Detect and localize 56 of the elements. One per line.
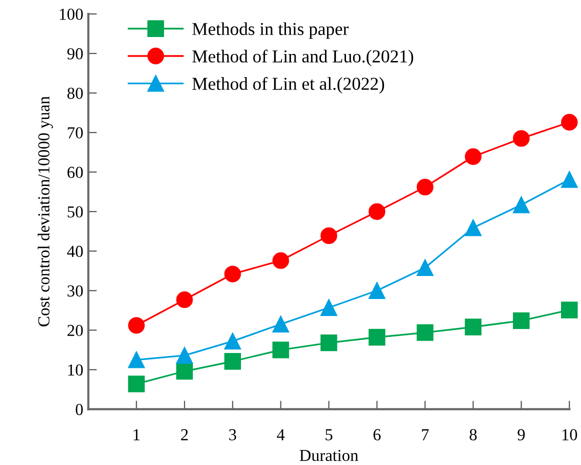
point — [128, 376, 145, 392]
y-tick-label: 20 — [68, 324, 83, 336]
y-tick-label: 80 — [67, 88, 83, 99]
point — [416, 259, 434, 276]
point — [368, 203, 386, 220]
y-tick-label: 70 — [68, 127, 83, 138]
point — [224, 332, 241, 350]
x-tick-label: 8 — [470, 429, 477, 440]
y-tick-label: 50 — [68, 206, 83, 218]
y-tick-label: 30 — [68, 285, 83, 297]
point — [512, 312, 530, 329]
point — [272, 342, 290, 358]
point — [368, 328, 386, 346]
x-tick-label: 5 — [326, 429, 332, 440]
point — [128, 351, 145, 368]
point — [272, 252, 290, 269]
x-tick-label: 3 — [229, 429, 236, 440]
x-tick-label: 2 — [181, 429, 188, 440]
x-axis-title: Duration — [300, 450, 358, 462]
point — [416, 324, 434, 341]
point — [176, 347, 193, 364]
point — [224, 266, 241, 282]
legend-label: Method of Lin et al.(2022) — [192, 77, 384, 94]
x-tick-label: 7 — [422, 429, 429, 440]
point — [561, 114, 578, 131]
point — [320, 299, 338, 316]
point — [368, 282, 386, 299]
x-tick-label: 4 — [276, 429, 285, 440]
x-tick-label: 6 — [374, 429, 381, 440]
point — [176, 291, 193, 308]
x-tick-label: 1 — [134, 429, 140, 440]
point — [128, 317, 145, 334]
y-tick-label: 90 — [67, 48, 83, 60]
point — [512, 130, 530, 147]
y-tick-label: 40 — [67, 246, 83, 258]
point — [512, 196, 530, 214]
y-tick-label: 100 — [60, 8, 83, 20]
point — [464, 148, 482, 165]
point — [224, 353, 241, 370]
point — [320, 227, 338, 244]
point — [416, 178, 434, 196]
point — [272, 316, 290, 333]
y-axis-title: Cost control deviation/10000 yuan — [38, 96, 53, 326]
y-tick-label: 60 — [68, 166, 83, 178]
x-tick-label: 9 — [518, 429, 525, 440]
point — [561, 171, 578, 188]
y-tick-label: 10 — [68, 364, 83, 376]
x-tick-label: 10 — [562, 429, 578, 440]
point — [464, 219, 482, 236]
point — [561, 302, 578, 318]
point — [176, 362, 193, 380]
y-tick-label: 0 — [76, 404, 83, 416]
legend-label: Method of Lin and Luo.(2021) — [192, 50, 414, 66]
legend-label: Methods in this paper — [192, 22, 349, 39]
point — [464, 318, 482, 336]
point — [320, 334, 338, 352]
